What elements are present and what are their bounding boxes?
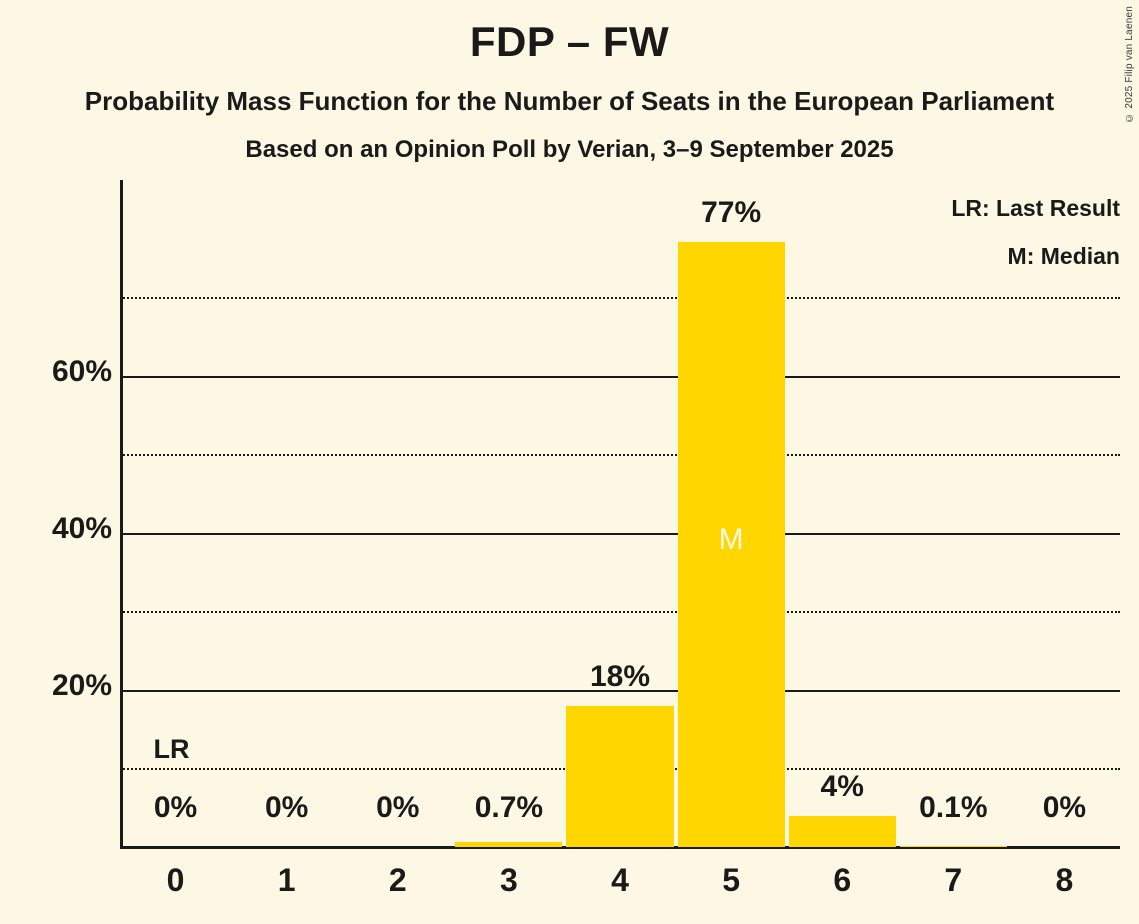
chart-source-line: Based on an Opinion Poll by Verian, 3–9 …: [245, 136, 894, 163]
gridline-major: [120, 375, 1120, 378]
bar-value-label: 77%: [701, 196, 762, 230]
bar-value-label: 0%: [264, 791, 309, 824]
y-axis-tick-label: 20%: [51, 668, 112, 702]
bar: M: [677, 242, 785, 847]
bar-value-label: 0%: [1042, 791, 1087, 824]
bar-value-label: 18%: [589, 659, 651, 693]
x-axis-tick-label: 1: [277, 862, 296, 898]
bar-value-label: 0.1%: [919, 791, 988, 824]
x-axis-tick-labels: 0 1 2 3 4 5 6 7 8: [120, 862, 1120, 912]
x-axis-tick-label: 5: [722, 862, 740, 898]
gridline-major: [120, 689, 1120, 692]
bar: [455, 841, 563, 847]
bar-value-label: 0%: [376, 791, 420, 824]
plot-area: M 0% 0% 0% 0.7% 18% 77% 4% 0.1% 0% LR: [120, 180, 1120, 849]
chart-legend: LR: Last Result M: Median: [951, 184, 1120, 280]
bar: [899, 846, 1007, 847]
gridline-major: [120, 532, 1120, 535]
x-axis-tick-label: 4: [611, 862, 629, 898]
gridline-minor: [120, 611, 1120, 614]
x-axis-tick-label: 7: [944, 862, 963, 898]
bar-value-label: 0.7%: [474, 791, 544, 824]
x-axis-tick-label: 0: [166, 862, 185, 898]
x-axis-tick-label: 6: [833, 862, 852, 898]
bar-value-label: 0%: [153, 791, 198, 824]
y-axis-tick-label: 60%: [51, 354, 112, 388]
last-result-label: LR: [153, 734, 190, 765]
y-axis-tick-labels: 20% 40% 60%: [0, 180, 112, 849]
chart-subtitle: Probability Mass Function for the Number…: [84, 86, 1055, 116]
bar: [566, 705, 674, 847]
legend-item-last-result: LR: Last Result: [951, 195, 1120, 221]
x-axis-tick-label: 2: [388, 862, 407, 898]
y-axis-line: [120, 180, 123, 849]
gridline-minor: [120, 297, 1120, 300]
bar: [788, 815, 896, 847]
y-axis-tick-label: 40%: [51, 511, 112, 545]
x-axis-tick-label: 8: [1055, 862, 1074, 898]
legend-item-median: M: Median: [1007, 243, 1120, 269]
x-axis-tick-label: 3: [499, 862, 518, 898]
median-marker-label: M: [718, 522, 744, 556]
x-axis-line: [120, 846, 1120, 849]
chart-title: FDP – FW: [469, 18, 670, 65]
gridline-minor: [120, 454, 1120, 457]
bar-value-label: 4%: [820, 769, 864, 803]
